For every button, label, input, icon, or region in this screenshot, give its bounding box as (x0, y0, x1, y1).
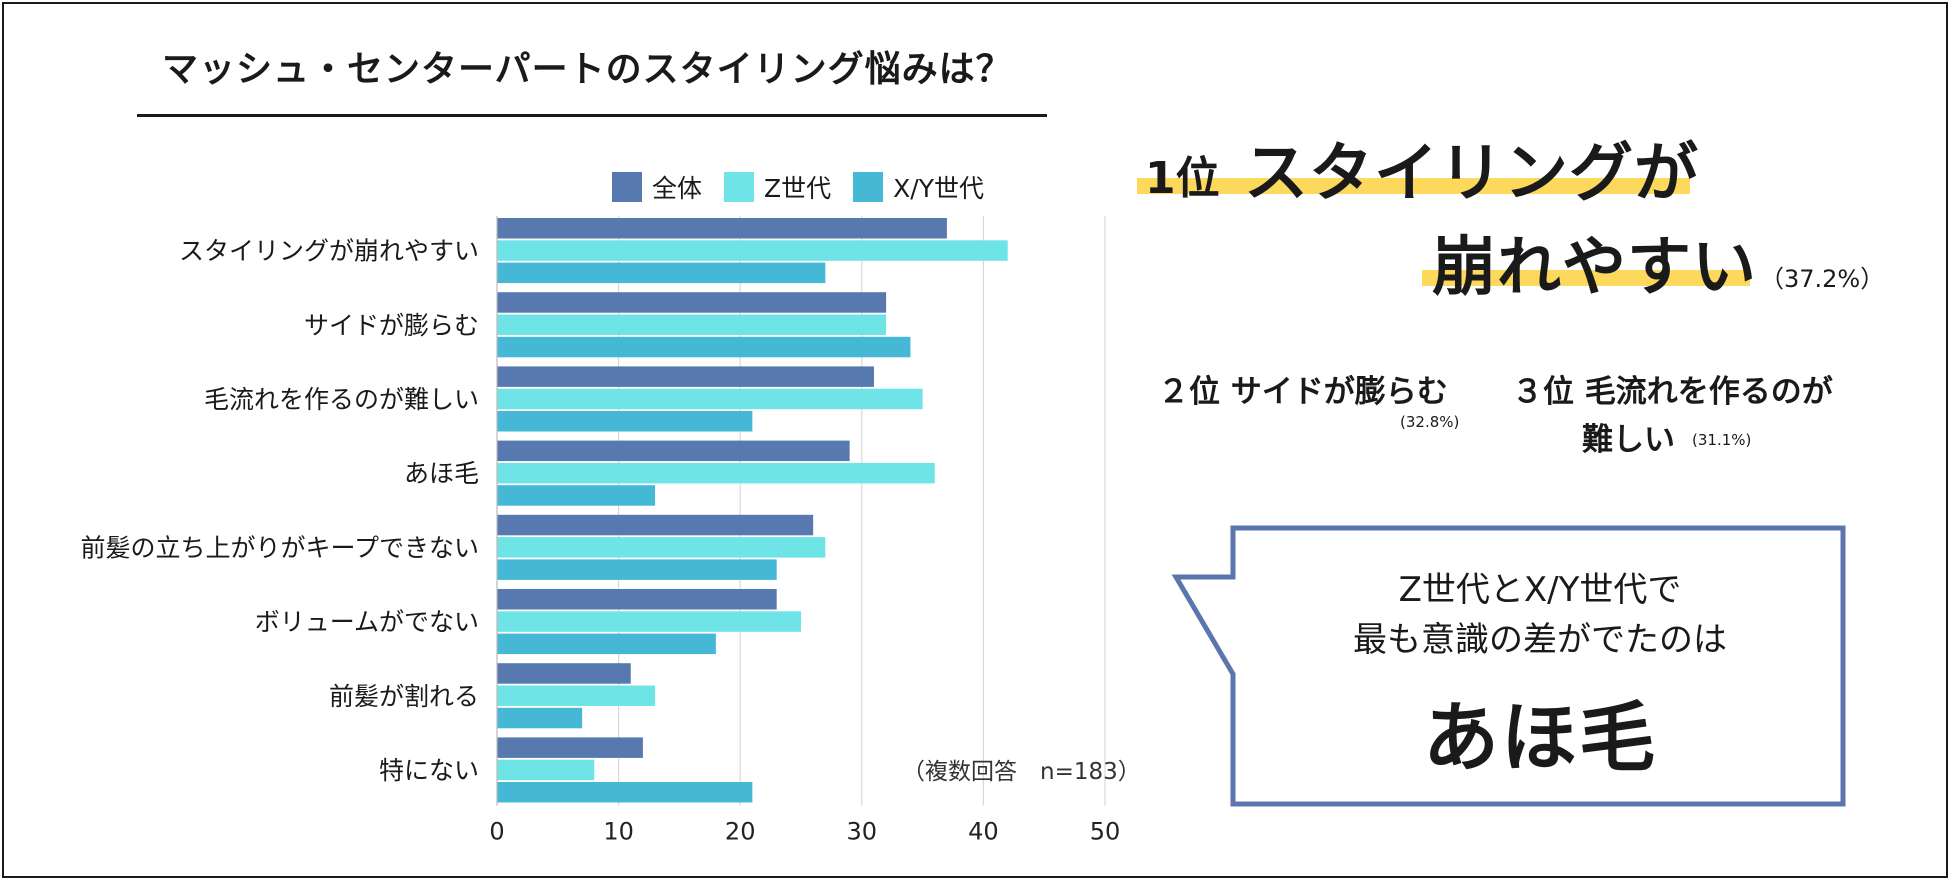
bar-genxy-0 (497, 262, 826, 284)
callout-highlight: あほ毛 (1423, 693, 1657, 782)
sample-note: （複数回答 n=183） (902, 759, 1141, 785)
legend-item-genxy: X/Y世代 (853, 169, 984, 205)
bar-genz-2 (497, 388, 923, 410)
x-tick-label-10: 10 (603, 818, 634, 846)
bar-genxy-7 (497, 782, 753, 803)
x-tick-label-20: 20 (725, 818, 756, 846)
bar-all-0 (497, 218, 947, 239)
x-tick-label-0: 0 (489, 818, 504, 846)
title-underline (137, 114, 1047, 117)
bar-genxy-1 (497, 336, 911, 358)
bar-chart: 0 10 20 30 40 50 スタイリングが崩れやすいサイドが膨らむ毛流れを作るのが難し… (80, 216, 1121, 846)
bar-all-3 (497, 440, 850, 462)
rank2-percent: (32.8%) (1400, 413, 1460, 431)
bar-genxy-2 (497, 411, 753, 432)
x-tick-label-40: 40 (968, 818, 999, 846)
bar-genxy-5 (497, 633, 716, 655)
category-label-4: 前髪の立ち上がりがキープできない (80, 533, 479, 562)
rank2-label: ２位 サイドが膨らむ (1158, 374, 1448, 410)
rank1-percent: （37.2%） (1760, 265, 1885, 293)
category-label-2: 毛流れを作るのが難しい (204, 385, 479, 414)
bar-genz-1 (497, 314, 887, 335)
bar-all-6 (497, 663, 631, 684)
legend-label-all: 全体 (652, 174, 703, 203)
highlight-bar-2 (1422, 270, 1750, 286)
bar-all-7 (497, 737, 643, 758)
category-label-7: 特にない (379, 756, 479, 785)
legend-label-genz: Z世代 (764, 174, 832, 203)
callout-line2: 最も意識の差がでたのは (1353, 620, 1727, 660)
x-tick-label-50: 50 (1090, 818, 1121, 846)
highlight-bar-1 (1137, 178, 1690, 194)
bar-genxy-6 (497, 707, 583, 729)
rank1-number: 1位 (1145, 153, 1220, 204)
bar-genxy-3 (497, 485, 656, 506)
callout-line1: Z世代とX/Y世代で (1398, 570, 1682, 610)
legend-swatch-all (612, 172, 642, 202)
chart-legend: 全体 Z世代 X/Y世代 (612, 170, 1006, 204)
bar-genz-4 (497, 537, 826, 558)
legend-swatch-genxy (853, 172, 884, 202)
category-label-5: ボリュームがでない (255, 608, 479, 637)
rank3-percent: (31.1%) (1692, 431, 1752, 449)
bar-all-1 (497, 292, 887, 313)
bar-all-4 (497, 514, 814, 536)
callout-bubble-outline (1171, 525, 1846, 807)
bar-all-2 (497, 366, 874, 387)
bar-genz-3 (497, 462, 935, 484)
bar-genz-0 (497, 240, 1008, 261)
category-label-0: スタイリングが崩れやすい (179, 237, 479, 266)
x-tick-label-30: 30 (847, 818, 878, 846)
rank1-label-line2: 崩れやすい (1432, 231, 1757, 305)
rank3-label-line2: 難しい (1582, 422, 1675, 458)
rank1-label-line1: スタイリングが (1244, 137, 1699, 211)
chart-title: マッシュ・センターパートのスタイリング悩みは？ (162, 49, 1013, 90)
category-label-1: サイドが膨らむ (304, 311, 479, 340)
legend-item-all: 全体 (612, 169, 702, 205)
bar-genz-6 (497, 685, 656, 706)
rank3-label: ３位 毛流れを作るのが (1512, 374, 1833, 410)
legend-label-genxy: X/Y世代 (893, 174, 984, 203)
bar-genz-7 (497, 759, 595, 781)
legend-item-genz: Z世代 (724, 169, 831, 205)
bar-genxy-4 (497, 559, 777, 580)
category-label-6: 前髪が割れる (329, 682, 479, 711)
category-label-3: あほ毛 (404, 459, 479, 488)
bar-genz-5 (497, 611, 801, 632)
bar-all-5 (497, 589, 777, 610)
legend-swatch-genz (724, 172, 755, 202)
